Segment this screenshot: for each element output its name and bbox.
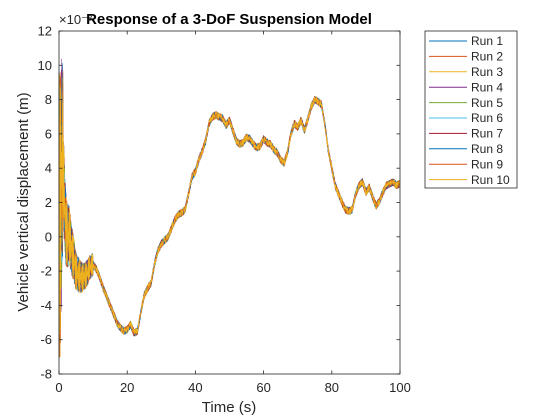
x-tick-label: 60 xyxy=(256,380,270,395)
chart-title: Response of a 3-DoF Suspension Model xyxy=(86,11,372,28)
y-tick-label: -4 xyxy=(40,298,52,313)
plot-area: 0 20 40 60 80 100 -8 -6 -4 -2 0 2 4 6 8 10 12 xyxy=(38,24,411,396)
y-tick-label: 8 xyxy=(45,92,52,107)
y-tick-label: 10 xyxy=(38,58,52,73)
legend-entry: Run 10 xyxy=(471,173,510,187)
x-tick-label: 40 xyxy=(188,380,202,395)
x-tick-label: 20 xyxy=(120,380,134,395)
axes-background xyxy=(59,31,400,374)
legend-entry: Run 4 xyxy=(471,80,503,94)
y-tick-label: 12 xyxy=(38,24,52,39)
y-tick-label: -2 xyxy=(40,264,52,279)
y-exponent-label: ×10⁻³ xyxy=(59,12,93,27)
axis-ticks: 0 20 40 60 80 100 -8 -6 -4 -2 0 2 4 6 8 10 12 xyxy=(38,24,411,396)
legend-entry: Run 2 xyxy=(471,50,503,64)
legend-entry: Run 6 xyxy=(471,111,503,125)
legend-box xyxy=(424,30,518,189)
legend-entry: Run 5 xyxy=(471,96,503,110)
legend-entry: Run 9 xyxy=(471,157,503,171)
x-tick-label: 0 xyxy=(55,380,62,395)
x-tick-label: 100 xyxy=(389,380,411,395)
y-tick-label: 6 xyxy=(45,126,52,141)
legend-entry: Run 1 xyxy=(471,34,503,48)
series-lines xyxy=(58,58,401,358)
y-tick-label: -8 xyxy=(40,367,52,382)
x-axis-label: Time (s) xyxy=(202,399,256,416)
legend-entry: Run 3 xyxy=(471,65,503,79)
series-line-10 xyxy=(58,73,401,358)
x-tick-label: 80 xyxy=(325,380,339,395)
y-axis-label: Vehicle vertical displacement (m) xyxy=(15,92,32,311)
legend-entry: Run 7 xyxy=(471,127,503,141)
y-tick-label: -6 xyxy=(40,332,52,347)
y-tick-label: 4 xyxy=(45,161,52,176)
y-tick-label: 2 xyxy=(45,195,52,210)
legend-entry: Run 8 xyxy=(471,142,503,156)
y-tick-label: 0 xyxy=(45,229,52,244)
